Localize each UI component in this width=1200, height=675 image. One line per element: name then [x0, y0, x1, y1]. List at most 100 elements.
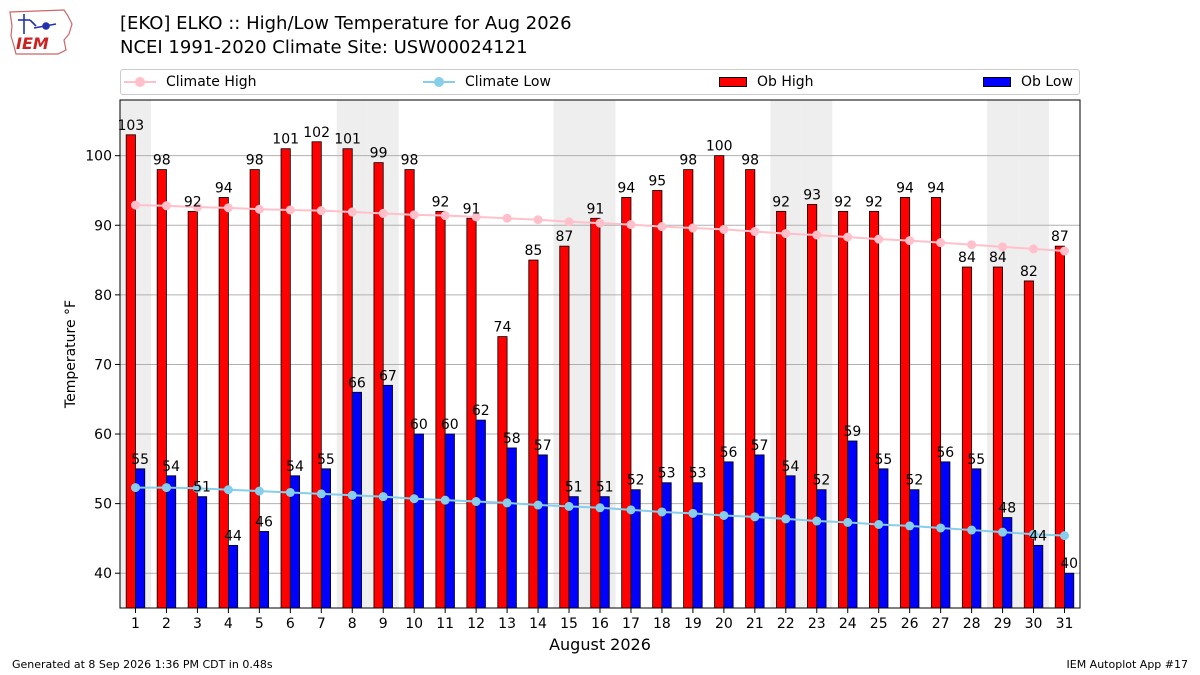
ob-low-value-label: 44: [1029, 528, 1047, 544]
climate-low-point: [595, 503, 605, 513]
x-tick-label: 6: [286, 616, 295, 632]
ob-low-value-label: 56: [936, 445, 954, 461]
ob-low-value-label: 62: [472, 403, 490, 419]
ob-low-value-label: 60: [441, 417, 459, 433]
ob-high-bar: [528, 259, 539, 609]
ob-high-value-label: 94: [927, 180, 945, 196]
ob-high-value-label: 101: [272, 132, 299, 148]
legend-item-ob-low: Ob Low: [983, 70, 1073, 94]
ob-low-swatch: [983, 77, 1011, 87]
legend-label-ob-low: Ob Low: [1021, 74, 1073, 90]
bars: [125, 134, 1075, 609]
climate-low-point: [378, 492, 388, 502]
ob-high-bar: [1054, 245, 1065, 609]
climate-high-point: [750, 227, 760, 237]
ob-low-bar: [413, 433, 424, 609]
ob-low-bar: [537, 454, 548, 609]
ob-low-bar: [847, 440, 858, 609]
ob-high-value-label: 92: [865, 194, 883, 210]
ob-low-bar: [661, 482, 672, 609]
x-tick-label: 13: [498, 616, 516, 632]
ob-low-bar: [909, 489, 920, 609]
climate-high-point: [409, 210, 419, 220]
ob-high-bar: [714, 155, 725, 609]
ob-high-bar: [869, 210, 880, 609]
ob-high-value-label: 99: [370, 146, 388, 162]
x-tick-label: 25: [870, 616, 888, 632]
climate-high-point: [378, 208, 388, 218]
legend-label-ob-high: Ob High: [757, 74, 814, 90]
climate-low-point: [533, 500, 543, 510]
ob-low-bar: [320, 468, 331, 609]
ob-high-value-label: 85: [525, 243, 543, 259]
ob-low-value-label: 55: [967, 452, 985, 468]
ob-high-bar: [838, 210, 849, 609]
ob-low-value-label: 60: [410, 417, 428, 433]
ob-low-bar: [444, 433, 455, 609]
x-tick-label: 21: [746, 616, 764, 632]
climate-high-point: [316, 206, 326, 216]
data-labels: 103 98 92 94 98 101 102 101 99 98 92 91 74 85 87 91 94 95…: [117, 118, 1078, 572]
ob-high-value-label: 95: [648, 173, 666, 189]
ob-high-bar: [590, 217, 601, 609]
climate-high-point: [285, 205, 295, 215]
climate-high-point: [533, 215, 543, 225]
ob-high-bar: [899, 197, 911, 609]
ob-low-bar: [599, 496, 610, 609]
x-tick-label: 5: [255, 616, 264, 632]
climate-high-point: [719, 224, 729, 234]
x-axis-label: August 2026: [549, 635, 651, 654]
ob-low-value-label: 44: [224, 528, 242, 544]
ob-high-bar: [807, 203, 818, 609]
ob-low-bar: [475, 419, 486, 609]
weekend-shade-day-9: [367, 100, 399, 608]
x-tick-label: 24: [839, 616, 857, 632]
x-tick-label: 27: [932, 616, 950, 632]
ob-high-bar: [1023, 280, 1034, 609]
weekend-shade-day-1: [120, 100, 151, 608]
ob-low-value-label: 52: [813, 473, 831, 489]
ob-low-value-label: 55: [317, 452, 335, 468]
ob-high-value-label: 93: [803, 187, 821, 203]
climate-high-point: [967, 240, 977, 250]
ob-low-bar: [258, 531, 270, 609]
climate-high-point: [595, 218, 605, 228]
climate-low-point: [347, 490, 357, 500]
ob-high-value-label: 102: [303, 125, 330, 141]
y-tick-label: 40: [94, 566, 112, 582]
x-tick-label: 29: [994, 616, 1012, 632]
x-tick-label: 11: [436, 616, 454, 632]
ob-high-value-label: 98: [246, 153, 264, 169]
climate-low-point: [874, 519, 884, 529]
ob-low-bar: [197, 496, 208, 609]
weekend-shade-day-15: [553, 100, 585, 608]
climate-high-point: [781, 229, 791, 239]
ob-low-bar: [1002, 517, 1013, 609]
ob-low-value-label: 58: [503, 431, 521, 447]
ob-low-value-label: 52: [905, 473, 923, 489]
plot-frame: [119, 99, 1081, 609]
ob-low-value-label: 57: [751, 438, 769, 454]
x-tick-label: 12: [467, 616, 485, 632]
climate-low-point: [161, 483, 171, 493]
ob-low-value-label: 54: [162, 459, 180, 475]
legend-label-climate-low: Climate Low: [465, 74, 551, 90]
climate-low-swatch: [423, 76, 455, 88]
ob-high-bar: [311, 141, 322, 609]
climate-high-point: [657, 222, 667, 232]
ob-high-value-label: 101: [334, 132, 361, 148]
climate-low-point: [440, 495, 450, 505]
legend-item-climate-low: Climate Low: [423, 70, 551, 94]
ob-low-bar: [692, 482, 703, 609]
ob-high-bar: [218, 197, 229, 609]
ob-low-value-label: 48: [998, 501, 1016, 517]
climate-high-point: [564, 217, 574, 227]
climate-high-point: [1029, 244, 1039, 254]
ob-low-value-label: 51: [193, 480, 211, 496]
ob-low-bar: [1064, 572, 1075, 609]
ob-high-value-label: 92: [432, 194, 450, 210]
climate-high-point: [998, 242, 1008, 252]
ob-low-value-label: 67: [379, 368, 397, 384]
climate-low-point: [843, 517, 853, 527]
